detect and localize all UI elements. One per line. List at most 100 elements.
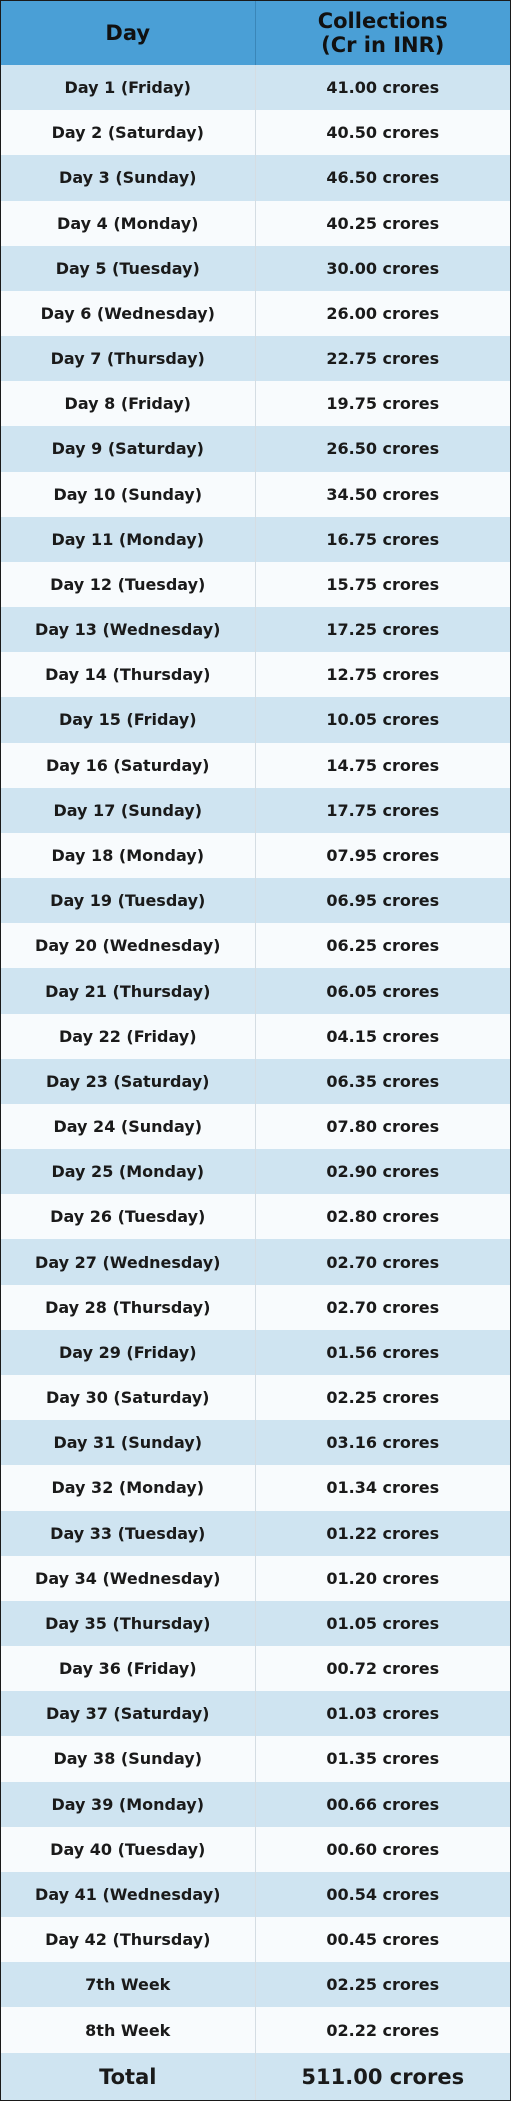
day-cell: Day 30 (Saturday) [1, 1374, 256, 1421]
collection-cell: 14.75 crores [255, 742, 510, 788]
table-row: Day 14 (Thursday) 12.75 crores [1, 652, 510, 698]
table-row: Day 10 (Sunday) 34.50 crores [1, 471, 510, 517]
day-cell: Day 6 (Wednesday) [1, 290, 256, 337]
collection-cell: 02.25 crores [255, 1962, 510, 2008]
table-row: Day 32 (Monday) 01.34 crores [1, 1465, 510, 1511]
total-label: Total [1, 2053, 256, 2100]
day-cell: Day 9 (Saturday) [1, 426, 256, 472]
collection-cell: 16.75 crores [255, 516, 510, 562]
table-row: Day 15 (Friday) 10.05 crores [1, 697, 510, 743]
table-row: Day 1 (Friday) 41.00 crores [1, 65, 510, 111]
collection-cell: 01.22 crores [255, 1510, 510, 1556]
day-cell: Day 40 (Tuesday) [1, 1826, 256, 1872]
table-row: Day 3 (Sunday) 46.50 crores [1, 155, 510, 201]
table-row: Day 2 (Saturday) 40.50 crores [1, 110, 510, 156]
collection-cell: 02.25 crores [255, 1374, 510, 1421]
table-row: Day 35 (Thursday) 01.05 crores [1, 1600, 510, 1647]
day-cell: Day 31 (Sunday) [1, 1420, 256, 1466]
header-collections-line2: (Cr in INR) [321, 33, 445, 57]
day-cell: Day 39 (Monday) [1, 1781, 256, 1827]
table-row: Day 19 (Tuesday) 06.95 crores [1, 878, 510, 924]
table-row: Day 5 (Tuesday) 30.00 crores [1, 245, 510, 291]
collection-cell: 07.80 crores [255, 1103, 510, 1150]
day-cell: Day 19 (Tuesday) [1, 878, 256, 924]
collection-cell: 06.95 crores [255, 878, 510, 924]
day-cell: Day 25 (Monday) [1, 1149, 256, 1195]
table-row: Day 23 (Saturday) 06.35 crores [1, 1058, 510, 1104]
table-row: Day 37 (Saturday) 01.03 crores [1, 1691, 510, 1737]
table-row: Day 34 (Wednesday) 01.20 crores [1, 1555, 510, 1601]
table-row: Day 29 (Friday) 01.56 crores [1, 1329, 510, 1375]
day-cell: Day 32 (Monday) [1, 1465, 256, 1511]
day-cell: Day 20 (Wednesday) [1, 923, 256, 969]
collection-cell: 19.75 crores [255, 381, 510, 427]
collection-cell: 17.25 crores [255, 607, 510, 653]
collection-cell: 10.05 crores [255, 697, 510, 743]
table-row: Day 30 (Saturday) 02.25 crores [1, 1374, 510, 1421]
collection-cell: 00.45 crores [255, 1917, 510, 1963]
table-row: Day 40 (Tuesday) 00.60 crores [1, 1826, 510, 1872]
table-row: Day 12 (Tuesday) 15.75 crores [1, 561, 510, 608]
table-row: Day 6 (Wednesday) 26.00 crores [1, 290, 510, 337]
collection-cell: 03.16 crores [255, 1420, 510, 1466]
day-cell: Day 34 (Wednesday) [1, 1555, 256, 1601]
collection-cell: 34.50 crores [255, 471, 510, 517]
table-row: Day 38 (Sunday) 01.35 crores [1, 1736, 510, 1782]
day-cell: Day 41 (Wednesday) [1, 1871, 256, 1918]
table-row: Day 8 (Friday) 19.75 crores [1, 381, 510, 427]
header-day: Day [1, 1, 256, 65]
day-cell: Day 21 (Thursday) [1, 968, 256, 1014]
day-cell: 7th Week [1, 1962, 256, 2008]
table-row: Day 9 (Saturday) 26.50 crores [1, 426, 510, 472]
day-cell: Day 13 (Wednesday) [1, 607, 256, 653]
collection-cell: 02.70 crores [255, 1239, 510, 1285]
collection-cell: 41.00 crores [255, 65, 510, 111]
table-row: Day 33 (Tuesday) 01.22 crores [1, 1510, 510, 1556]
collection-cell: 01.03 crores [255, 1691, 510, 1737]
collection-cell: 00.54 crores [255, 1871, 510, 1918]
day-cell: Day 26 (Tuesday) [1, 1194, 256, 1240]
collection-cell: 00.60 crores [255, 1826, 510, 1872]
table-row: Day 25 (Monday) 02.90 crores [1, 1149, 510, 1195]
collection-cell: 02.22 crores [255, 2007, 510, 2053]
table-row: Day 27 (Wednesday) 02.70 crores [1, 1239, 510, 1285]
day-cell: 8th Week [1, 2007, 256, 2053]
table-row: Day 41 (Wednesday) 00.54 crores [1, 1871, 510, 1918]
collection-cell: 17.75 crores [255, 787, 510, 833]
collection-cell: 07.95 crores [255, 832, 510, 879]
day-cell: Day 15 (Friday) [1, 697, 256, 743]
table-row: Day 13 (Wednesday) 17.25 crores [1, 607, 510, 653]
day-cell: Day 16 (Saturday) [1, 742, 256, 788]
header-collections-line1: Collections [317, 9, 448, 33]
collection-cell: 01.05 crores [255, 1600, 510, 1647]
day-cell: Day 10 (Sunday) [1, 471, 256, 517]
collection-cell: 15.75 crores [255, 561, 510, 608]
total-value: 511.00 crores [255, 2053, 510, 2100]
day-cell: Day 2 (Saturday) [1, 110, 256, 156]
collection-cell: 02.90 crores [255, 1149, 510, 1195]
day-cell: Day 36 (Friday) [1, 1646, 256, 1692]
collection-cell: 40.25 crores [255, 200, 510, 246]
collection-cell: 26.50 crores [255, 426, 510, 472]
collection-cell: 00.72 crores [255, 1646, 510, 1692]
collection-cell: 01.20 crores [255, 1555, 510, 1601]
day-cell: Day 18 (Monday) [1, 832, 256, 879]
collection-cell: 06.25 crores [255, 923, 510, 969]
table-row: Day 24 (Sunday) 07.80 crores [1, 1103, 510, 1150]
collection-cell: 12.75 crores [255, 652, 510, 698]
table-row: Day 36 (Friday) 00.72 crores [1, 1646, 510, 1692]
day-cell: Day 33 (Tuesday) [1, 1510, 256, 1556]
collection-cell: 46.50 crores [255, 155, 510, 201]
table-row: Day 7 (Thursday) 22.75 crores [1, 336, 510, 382]
table-body: Day 1 (Friday) 41.00 crores Day 2 (Saturda… [1, 65, 510, 2053]
table-row: Day 42 (Thursday) 00.45 crores [1, 1917, 510, 1963]
day-cell: Day 22 (Friday) [1, 1013, 256, 1059]
day-cell: Day 37 (Saturday) [1, 1691, 256, 1737]
collection-cell: 01.34 crores [255, 1465, 510, 1511]
day-cell: Day 8 (Friday) [1, 381, 256, 427]
table-total-row: Total 511.00 crores [1, 2053, 510, 2100]
day-cell: Day 27 (Wednesday) [1, 1239, 256, 1285]
collection-cell: 00.66 crores [255, 1781, 510, 1827]
table-row: Day 4 (Monday) 40.25 crores [1, 200, 510, 246]
